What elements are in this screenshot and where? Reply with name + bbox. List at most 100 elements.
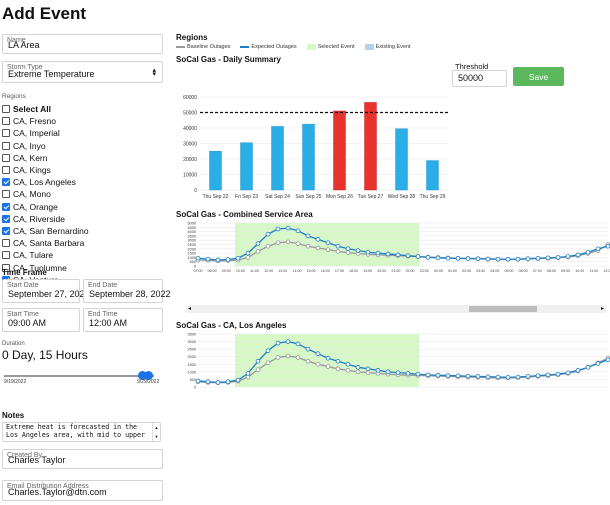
checkbox-checked-icon[interactable] (2, 178, 10, 187)
checkbox-icon[interactable] (2, 117, 10, 126)
y-tick-label: 4500 (188, 226, 196, 230)
checkbox-icon[interactable] (2, 251, 10, 260)
checkbox-checked-icon[interactable] (2, 202, 10, 211)
data-point (575, 252, 581, 258)
data-point (405, 371, 411, 376)
slider-start-handle[interactable] (138, 371, 147, 380)
checkbox-checked-icon[interactable] (2, 214, 10, 223)
bar (395, 128, 408, 191)
data-point (265, 348, 271, 353)
end-date-label: End Date (88, 282, 118, 289)
data-point (595, 246, 601, 252)
region-item[interactable]: CA, Los Angeles (2, 176, 162, 188)
end-date-field[interactable]: End Date September 28, 2022 (83, 279, 171, 303)
checkbox-icon[interactable] (2, 239, 10, 248)
scroll-right-icon[interactable]: ▸ (600, 306, 604, 312)
email-value: Charles.Taylor@dtn.com (8, 487, 107, 497)
slider-end-handle[interactable] (144, 371, 153, 380)
data-point (555, 371, 561, 377)
data-point (245, 374, 251, 380)
data-point (265, 360, 271, 366)
region-item[interactable]: CA, Riverside (2, 213, 162, 225)
page-title: Add Event (2, 4, 87, 23)
threshold-input[interactable]: 50000 (452, 70, 507, 87)
x-tick-label: 18:00 (349, 269, 358, 273)
region-label: CA, Kern (13, 152, 48, 163)
region-item[interactable]: CA, Fresno (2, 115, 162, 127)
region-item[interactable]: CA, Inyo (2, 140, 162, 152)
region-item[interactable]: CA, Santa Barbara (2, 237, 162, 249)
created-by-field[interactable]: Created By Charles Taylor (2, 449, 163, 469)
existing-swatch (364, 44, 374, 50)
region-label: CA, San Bernardino (13, 225, 89, 236)
region-item[interactable]: CA, Tuolumne (2, 261, 162, 273)
select-all-checkbox[interactable]: Select All (2, 103, 162, 115)
legend-baseline-label: Baseline Outages (187, 44, 231, 50)
data-point (535, 373, 541, 378)
data-point (295, 228, 301, 234)
data-point (425, 255, 431, 260)
los-angeles-chart: 0 500 1000 1500 2000 2500 3000 3500 (188, 333, 610, 390)
region-item[interactable]: CA, Kern (2, 152, 162, 164)
region-item[interactable]: CA, Imperial (2, 127, 162, 139)
checkbox-icon[interactable] (2, 190, 10, 199)
region-item[interactable]: CA, Kings (2, 164, 162, 176)
data-point (345, 250, 351, 255)
x-tick-label: Sun Sep 25 (295, 194, 321, 200)
end-time-value: 12:00 AM (89, 318, 128, 328)
combined-chart-title: SoCal Gas - Combined Service Area (176, 210, 313, 219)
end-time-field[interactable]: End Time 12:00 AM (83, 308, 163, 332)
regions-list: Select All CA, Fresno CA, Imperial CA, Iny… (2, 103, 162, 286)
notes-heading: Notes (2, 411, 25, 420)
legend-expected: Expected Outages (240, 44, 297, 50)
date-range-slider-track[interactable] (4, 375, 154, 377)
start-date-label: Start Date (7, 282, 39, 289)
x-tick-label: 22:00 (406, 269, 415, 273)
data-point (195, 378, 201, 384)
data-point (195, 255, 201, 261)
y-tick-label: 0 (194, 386, 196, 390)
name-label: Name (7, 37, 26, 44)
checkbox-checked-icon[interactable] (2, 226, 10, 235)
email-label: Email Distribution Address (7, 483, 89, 490)
y-tick-label: 3500 (188, 234, 196, 238)
region-item[interactable]: CA, Tulare (2, 249, 162, 261)
data-point (255, 358, 261, 364)
region-item[interactable]: CA, Orange (2, 201, 162, 213)
chart-scrollbar[interactable]: ◂ ▸ (186, 305, 606, 313)
data-point (575, 368, 581, 373)
data-point (355, 369, 361, 375)
combined-service-chart: 0500100015002000250030003500400045005000… (188, 222, 610, 273)
region-item[interactable]: CA, Mono (2, 188, 162, 200)
checkbox-icon[interactable] (2, 166, 10, 175)
data-point (605, 357, 610, 363)
data-point (305, 358, 311, 364)
data-point (305, 233, 311, 239)
checkbox-icon[interactable] (2, 129, 10, 138)
scrollbar-thumb[interactable] (469, 306, 537, 312)
data-point (505, 375, 511, 380)
y-tick-label: 3500 (188, 333, 196, 337)
start-date-field[interactable]: Start Date September 27, 2022 (2, 279, 90, 303)
x-tick-label: 11:00 (589, 269, 598, 273)
checkbox-icon[interactable] (2, 141, 10, 150)
region-item[interactable]: CA, San Bernardino (2, 225, 162, 237)
y-tick-label: 2000 (188, 247, 196, 251)
name-field[interactable]: Name LA Area (2, 34, 163, 54)
scroll-left-icon[interactable]: ◂ (188, 306, 192, 312)
checkbox-icon[interactable] (2, 105, 10, 114)
storm-type-select[interactable]: Storm Type Extreme Temperature ▴ ▾ (2, 61, 163, 83)
data-point (205, 256, 211, 262)
y-tick-label: 1500 (188, 363, 196, 367)
y-tick-label: 2500 (188, 348, 196, 352)
start-time-field[interactable]: Start Time 09:00 AM (2, 308, 80, 332)
x-tick-label: 11:00 (250, 269, 259, 273)
checkbox-icon[interactable] (2, 263, 10, 272)
notes-textarea[interactable]: Extreme heat is forecasted in the Los An… (2, 422, 161, 442)
x-tick-label: 04:00 (490, 269, 499, 273)
save-button[interactable]: Save (513, 67, 564, 86)
notes-scrollbar[interactable]: ▲ ▼ (152, 423, 160, 441)
checkbox-icon[interactable] (2, 153, 10, 162)
x-tick-label: 14:00 (292, 269, 301, 273)
email-field[interactable]: Email Distribution Address Charles.Taylo… (2, 480, 163, 501)
